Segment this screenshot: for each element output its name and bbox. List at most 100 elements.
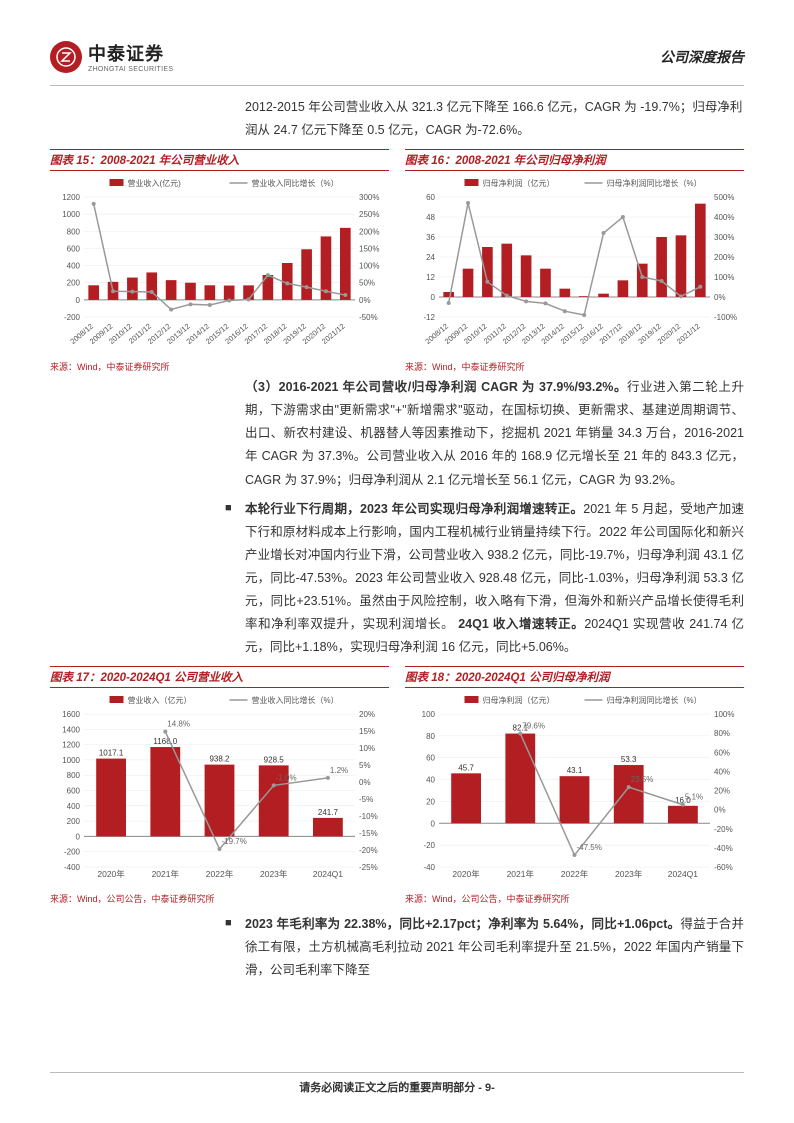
logo-icon (50, 41, 82, 73)
svg-text:-47.5%: -47.5% (577, 843, 602, 852)
svg-text:45.7: 45.7 (458, 763, 474, 772)
para3-lead: （3）2016-2021 年公司营收/归母净利润 CAGR 为 37.9%/93… (245, 380, 627, 394)
chart-18-source: 来源：Wind，公司公告，中泰证券研究所 (405, 892, 744, 905)
svg-text:-40%: -40% (714, 843, 733, 852)
svg-text:1000: 1000 (62, 210, 80, 219)
svg-text:200%: 200% (714, 253, 734, 262)
svg-text:归母净利润（亿元）: 归母净利润（亿元） (483, 695, 555, 705)
svg-text:0: 0 (431, 819, 436, 828)
svg-text:-10%: -10% (359, 812, 378, 821)
header-rule (50, 85, 744, 86)
para4-lead2: 24Q1 收入增速转正。 (458, 617, 584, 631)
svg-text:79.6%: 79.6% (522, 721, 545, 730)
svg-text:2020年: 2020年 (452, 869, 480, 879)
svg-text:40%: 40% (714, 767, 730, 776)
chart-16-title: 图表 16：2008-2021 年公司归母净利润 (405, 155, 606, 167)
svg-text:5%: 5% (359, 761, 371, 770)
svg-text:1.2%: 1.2% (330, 765, 348, 774)
svg-text:50%: 50% (359, 279, 375, 288)
svg-text:600: 600 (67, 244, 81, 253)
svg-text:2022年: 2022年 (206, 869, 234, 879)
page-footer: 请务必阅读正文之后的重要声明部分 - 9- (0, 1072, 794, 1095)
logo-cn: 中泰证券 (88, 40, 173, 66)
svg-text:241.7: 241.7 (318, 807, 339, 816)
para4-lead: 本轮行业下行周期，2023 年公司实现归母净利润增速转正。 (245, 502, 583, 516)
chart-17: 图表 17：2020-2024Q1 公司营业收入 营业收入（亿元）营业收入同比增… (50, 666, 389, 905)
svg-text:1200: 1200 (62, 740, 80, 749)
svg-text:-400: -400 (64, 863, 81, 872)
svg-text:36: 36 (426, 233, 435, 242)
logo-en: ZHONGTAI SECURITIES (88, 66, 173, 73)
svg-text:0: 0 (76, 832, 81, 841)
svg-text:-50%: -50% (359, 313, 378, 322)
svg-text:营业收入(亿元): 营业收入(亿元) (128, 178, 182, 188)
svg-text:1168.0: 1168.0 (153, 737, 177, 746)
svg-text:5.1%: 5.1% (685, 792, 703, 801)
svg-text:53.3: 53.3 (621, 755, 637, 764)
svg-text:23.5%: 23.5% (631, 775, 654, 784)
svg-text:40: 40 (426, 775, 435, 784)
para4-body: 2021 年 5 月起，受地产加速下行和原材料成本上行影响，国内工程机械行业销量… (245, 502, 744, 632)
svg-text:500%: 500% (714, 193, 734, 202)
svg-text:1400: 1400 (62, 725, 80, 734)
svg-text:1000: 1000 (62, 755, 80, 764)
svg-text:100%: 100% (714, 273, 734, 282)
svg-text:300%: 300% (714, 233, 734, 242)
svg-text:-40: -40 (423, 863, 435, 872)
svg-text:1017.1: 1017.1 (99, 748, 124, 757)
svg-text:60: 60 (426, 193, 435, 202)
chart-15-source: 来源：Wind，中泰证券研究所 (50, 360, 389, 373)
svg-text:营业收入（亿元）: 营业收入（亿元） (128, 695, 192, 705)
svg-text:400%: 400% (714, 213, 734, 222)
svg-text:-12: -12 (423, 313, 435, 322)
svg-text:48: 48 (426, 213, 435, 222)
svg-text:100: 100 (422, 710, 436, 719)
chart-row-1: 图表 15：2008-2021 年公司营业收入 营业收入(亿元)营业收入同比增长… (50, 149, 744, 373)
svg-text:0%: 0% (359, 296, 371, 305)
svg-text:营业收入同比增长（%）: 营业收入同比增长（%） (252, 695, 339, 705)
svg-text:-20: -20 (423, 841, 435, 850)
svg-text:600: 600 (67, 786, 81, 795)
chart-15: 图表 15：2008-2021 年公司营业收入 营业收入(亿元)营业收入同比增长… (50, 149, 389, 373)
svg-text:-20%: -20% (359, 846, 378, 855)
svg-text:12: 12 (426, 273, 435, 282)
svg-text:250%: 250% (359, 210, 379, 219)
footer-text: 请务必阅读正文之后的重要声明部分 - 9- (299, 1082, 495, 1094)
svg-text:-100%: -100% (714, 313, 737, 322)
svg-text:2021年: 2021年 (152, 869, 180, 879)
svg-text:100%: 100% (359, 262, 379, 271)
svg-text:15%: 15% (359, 727, 375, 736)
svg-text:2024Q1: 2024Q1 (313, 869, 344, 879)
svg-text:60: 60 (426, 753, 435, 762)
svg-text:200%: 200% (359, 227, 379, 236)
doc-type: 公司深度报告 (660, 47, 744, 67)
paragraph-5: 2023 年毛利率为 22.38%，同比+2.17pct；净利率为 5.64%，… (225, 913, 744, 982)
svg-text:10%: 10% (359, 744, 375, 753)
svg-text:14.8%: 14.8% (167, 719, 190, 728)
svg-text:300%: 300% (359, 193, 379, 202)
svg-text:400: 400 (67, 262, 81, 271)
svg-text:200: 200 (67, 279, 81, 288)
svg-text:-20%: -20% (714, 824, 733, 833)
chart-15-title: 图表 15：2008-2021 年公司营业收入 (50, 155, 239, 167)
svg-text:20%: 20% (359, 710, 375, 719)
svg-text:-60%: -60% (714, 863, 733, 872)
svg-text:200: 200 (67, 817, 81, 826)
paragraph-4: 本轮行业下行周期，2023 年公司实现归母净利润增速转正。2021 年 5 月起… (225, 498, 744, 660)
svg-text:928.5: 928.5 (264, 755, 285, 764)
svg-text:0%: 0% (714, 805, 726, 814)
svg-text:-200: -200 (64, 847, 81, 856)
svg-text:80: 80 (426, 731, 435, 740)
svg-text:400: 400 (67, 801, 81, 810)
svg-text:2020年: 2020年 (97, 869, 125, 879)
chart-18: 图表 18：2020-2024Q1 公司归母净利润 归母净利润（亿元）归母净利润… (405, 666, 744, 905)
footer-rule (50, 1072, 744, 1073)
svg-text:归母净利润（亿元）: 归母净利润（亿元） (483, 178, 555, 188)
svg-text:100%: 100% (714, 710, 734, 719)
svg-text:43.1: 43.1 (567, 766, 583, 775)
logo: 中泰证券 ZHONGTAI SECURITIES (50, 40, 173, 73)
chart-16: 图表 16：2008-2021 年公司归母净利润 归母净利润（亿元） 归母净利润同… (405, 149, 744, 373)
svg-text:0%: 0% (359, 778, 371, 787)
svg-text:归母净利润同比增长（%）: 归母净利润同比增长（%） (607, 695, 702, 705)
svg-text:归母净利润同比增长（%）: 归母净利润同比增长（%） (607, 178, 702, 188)
